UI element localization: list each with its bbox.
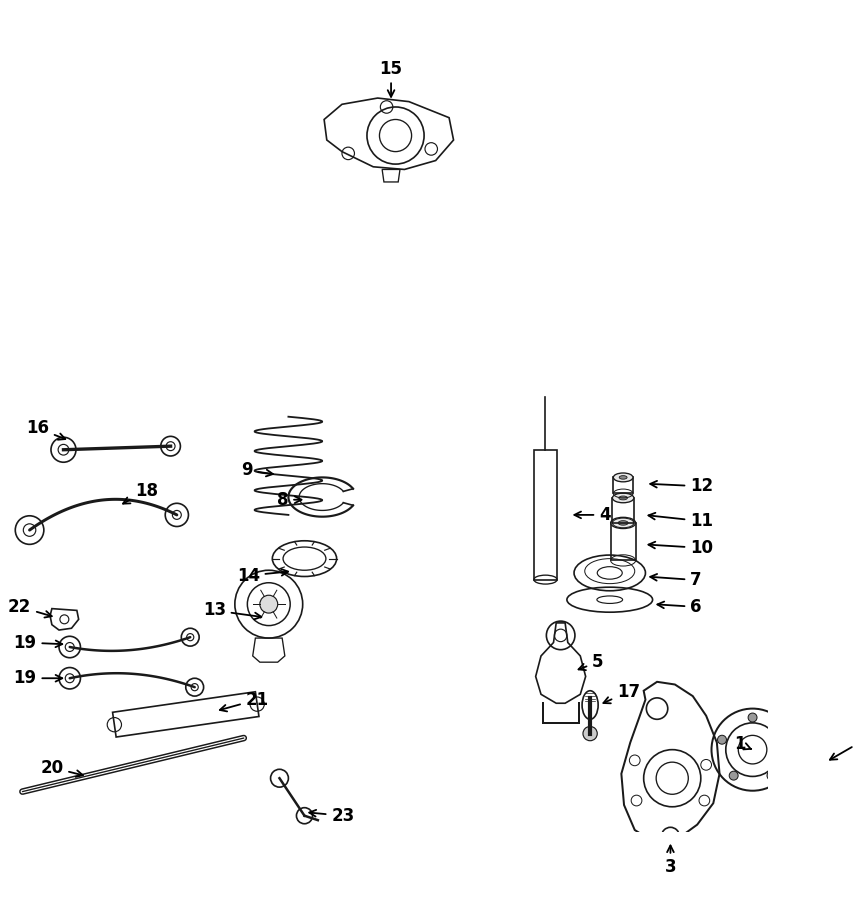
Ellipse shape bbox=[611, 518, 636, 528]
Bar bbox=[534, 450, 557, 580]
Circle shape bbox=[800, 781, 806, 788]
Circle shape bbox=[717, 735, 727, 744]
Circle shape bbox=[837, 743, 844, 751]
Circle shape bbox=[845, 781, 852, 788]
Circle shape bbox=[807, 743, 814, 751]
Circle shape bbox=[583, 726, 597, 741]
Text: 5: 5 bbox=[578, 653, 603, 671]
Text: 13: 13 bbox=[203, 601, 261, 619]
Circle shape bbox=[748, 713, 757, 722]
Circle shape bbox=[767, 771, 776, 780]
Bar bbox=[613, 498, 634, 523]
Text: 23: 23 bbox=[309, 806, 355, 824]
Text: 7: 7 bbox=[650, 572, 702, 590]
Text: 6: 6 bbox=[657, 598, 702, 616]
Circle shape bbox=[800, 736, 806, 743]
Circle shape bbox=[837, 774, 844, 781]
Text: 19: 19 bbox=[14, 670, 63, 688]
Text: 8: 8 bbox=[277, 491, 302, 508]
Text: 16: 16 bbox=[27, 419, 65, 440]
Bar bbox=[614, 477, 633, 493]
Text: 21: 21 bbox=[220, 690, 269, 711]
Ellipse shape bbox=[620, 475, 627, 479]
Text: 2: 2 bbox=[830, 732, 857, 760]
Circle shape bbox=[779, 735, 788, 744]
Circle shape bbox=[729, 771, 738, 780]
Circle shape bbox=[800, 759, 808, 766]
Text: 22: 22 bbox=[8, 598, 51, 617]
Circle shape bbox=[843, 759, 851, 766]
Circle shape bbox=[822, 780, 830, 788]
Text: 11: 11 bbox=[649, 512, 713, 530]
Ellipse shape bbox=[619, 496, 627, 500]
Text: 19: 19 bbox=[14, 634, 63, 652]
Circle shape bbox=[260, 595, 278, 613]
Circle shape bbox=[807, 774, 814, 781]
Ellipse shape bbox=[613, 493, 634, 503]
Text: 15: 15 bbox=[380, 59, 403, 97]
Circle shape bbox=[845, 736, 852, 743]
Text: 18: 18 bbox=[123, 482, 158, 504]
Text: 12: 12 bbox=[650, 477, 713, 495]
Text: 4: 4 bbox=[574, 506, 611, 524]
Ellipse shape bbox=[614, 473, 633, 482]
Text: 9: 9 bbox=[241, 462, 273, 480]
Bar bbox=[611, 523, 636, 561]
Text: 17: 17 bbox=[603, 682, 640, 703]
Circle shape bbox=[822, 737, 830, 744]
Ellipse shape bbox=[618, 521, 628, 526]
Text: 10: 10 bbox=[649, 539, 713, 557]
Text: 14: 14 bbox=[237, 567, 288, 585]
Text: 3: 3 bbox=[665, 845, 676, 877]
Text: 1: 1 bbox=[734, 735, 752, 753]
Text: 20: 20 bbox=[40, 759, 83, 777]
